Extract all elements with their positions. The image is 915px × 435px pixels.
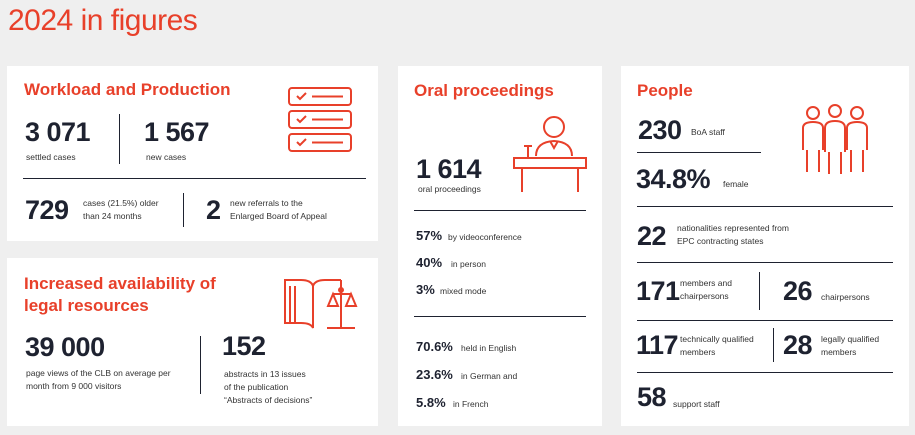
chairpersons-value: 26 [783,276,813,306]
english-value: 70.6% [416,339,453,354]
french-label: in French [453,399,489,409]
german-value: 23.6% [416,367,453,382]
divider [637,262,893,263]
members-label: chairpersons [680,291,729,301]
chairpersons-label: chairpersons [821,292,870,302]
page-views-label: month from 9 000 visitors [26,381,122,391]
referrals-label: Enlarged Board of Appeal [230,211,327,221]
nationalities-label: nationalities represented from [677,223,789,233]
french-value: 5.8% [416,395,446,410]
legal-members-value: 28 [783,330,813,360]
legal-heading: legal resources [24,296,149,315]
oral-heading: Oral proceedings [414,81,554,100]
people-heading: People [637,81,693,100]
divider [637,206,893,207]
older-cases-value: 729 [25,195,69,225]
legal-resources-card: Increased availability of legal resource… [7,258,378,426]
boa-staff-label: BoA staff [691,127,725,137]
workload-heading: Workload and Production [24,80,231,99]
english-label: held in English [461,343,517,353]
divider [637,372,893,373]
checklist-icon [288,87,352,152]
videoconference-label: by videoconference [448,232,522,242]
oral-total-value: 1 614 [416,154,482,184]
legal-members-label: members [821,347,857,357]
abstracts-value: 152 [222,331,266,361]
page-views-value: 39 000 [25,332,105,362]
members-label: members and [680,278,732,288]
podium-speaker-icon [513,116,587,192]
in-person-label: in person [451,259,486,269]
divider [414,210,586,211]
referrals-value: 2 [206,195,221,225]
workload-card: Workload and Production 3 071 settled ca… [7,66,378,241]
technical-members-label: members [680,347,716,357]
divider [119,114,120,164]
female-value: 34.8% [636,164,711,194]
divider [637,152,761,153]
legal-heading: Increased availability of [24,274,216,293]
female-label: female [723,179,749,189]
german-label: in German and [461,371,518,381]
nationalities-label: EPC contracting states [677,236,764,246]
divider [773,328,774,362]
divider [637,320,893,321]
support-staff-value: 58 [637,382,667,412]
page-title: 2024 in figures [8,4,198,37]
oral-total-label: oral proceedings [418,184,481,194]
divider [23,178,366,179]
support-staff-label: support staff [673,399,720,409]
videoconference-value: 57% [416,228,443,243]
people-card: People 230 BoA staff 34.8% female 22 nat… [621,66,909,426]
mixed-mode-label: mixed mode [440,286,487,296]
older-cases-label: than 24 months [83,211,142,221]
abstracts-label: of the publication [224,382,289,392]
technical-members-label: technically qualified [680,334,754,344]
older-cases-label: cases (21.5%) older [83,198,159,208]
referrals-label: new referrals to the [230,198,303,208]
new-cases-value: 1 567 [144,117,210,147]
settled-cases-value: 3 071 [25,117,91,147]
legal-members-label: legally qualified [821,334,880,344]
boa-staff-value: 230 [638,115,682,145]
mixed-mode-value: 3% [416,282,435,297]
divider [414,316,586,317]
nationalities-value: 22 [637,221,667,251]
in-person-value: 40% [416,255,443,270]
settled-cases-label: settled cases [26,152,76,162]
abstracts-label: “Abstracts of decisions” [224,395,313,405]
divider [183,193,184,227]
oral-proceedings-card: Oral proceedings 1 614 oral proceedings … [398,66,602,426]
abstracts-label: abstracts in 13 issues [224,369,306,379]
divider [759,272,760,310]
members-value: 171 [636,276,680,306]
technical-members-value: 117 [636,330,679,360]
divider [200,336,201,394]
page-views-label: page views of the CLB on average per [26,368,171,378]
book-scales-icon [284,279,358,329]
new-cases-label: new cases [146,152,187,162]
people-group-icon [802,104,868,174]
